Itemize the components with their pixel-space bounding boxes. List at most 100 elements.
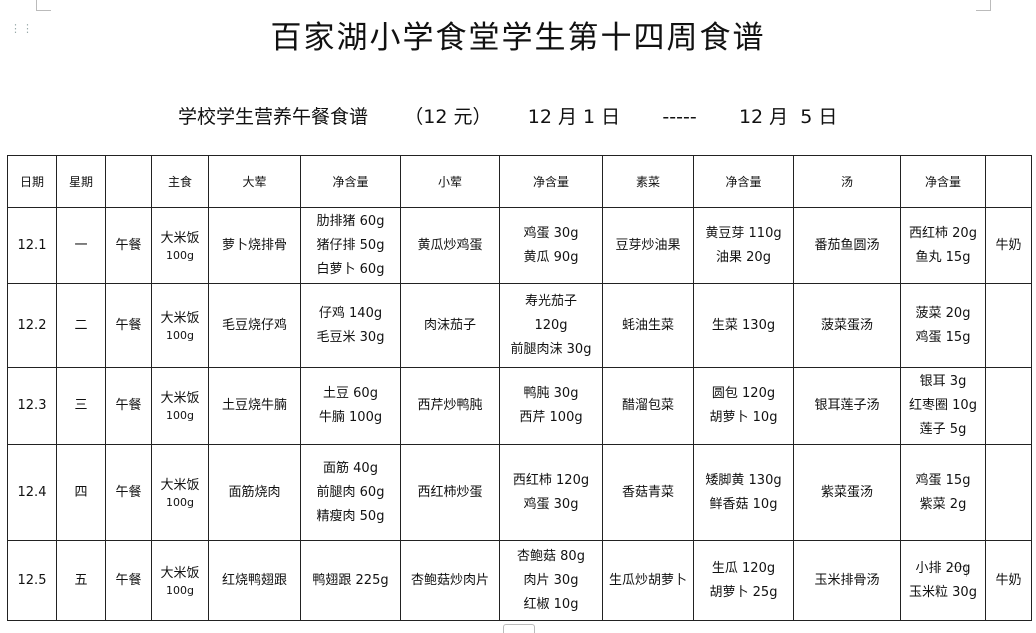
table-row: 12.5 五午餐 大米饭 100g 红烧鸭翅跟 鸭翅跟 225g 杏鲍菇炒肉片 杏鲍菇 80g… xyxy=(7,540,1032,621)
qty-line: 120g xyxy=(534,317,568,333)
qty-line: 菠菜 20g xyxy=(915,305,971,321)
qty-line: 圆包 120g xyxy=(711,386,776,401)
staple-name: 大米饭 xyxy=(160,477,200,493)
staple-cell: 大米饭 100g xyxy=(151,283,209,368)
header-cell: 净含量 xyxy=(693,155,794,208)
qty-line: 胡萝卜 10g xyxy=(709,410,778,425)
qty-line: 牛腩 100g xyxy=(318,410,383,425)
main-qty-cell: 肋排猪 60g 猪仔排 50g 白萝卜 60g xyxy=(300,207,401,284)
crop-mark-top-right xyxy=(976,0,991,11)
veg-qty-cell: 黄豆芽 110g 油果 20g xyxy=(693,207,794,284)
soup-qty-cell: 西红柿 20g 鱼丸 15g xyxy=(900,207,986,284)
qty-line: 肉片 30g xyxy=(523,572,579,588)
header-cell: 素菜 xyxy=(602,155,694,208)
subtitle-name: 学校学生营养午餐食谱 xyxy=(178,106,369,128)
qty-line: 玉米粒 30g xyxy=(909,584,977,600)
qty-line: 红椒 10g xyxy=(523,596,579,612)
weekday-cell: 一 xyxy=(56,207,106,284)
extra-cell xyxy=(985,367,1032,445)
table-row: 12.3 三午餐 大米饭 100g 土豆烧牛腩 土豆 60g 牛腩 100g 西芹炒鸭肫 鸭肫 … xyxy=(7,367,1032,445)
table-row: 12.1 一午餐 大米饭 100g 萝卜烧排骨 肋排猪 60g 猪仔排 50g 白萝卜 60g… xyxy=(7,207,1032,284)
table-move-handle-icon[interactable]: ⋮⋮ xyxy=(10,22,34,35)
extra-cell: 牛奶 xyxy=(985,540,1032,621)
meal-cell: 午餐 xyxy=(105,283,152,368)
qty-line: 生瓜 120g xyxy=(711,560,776,576)
menu-table: 日期 星期 主食 大荤 净含量 小荤 净含量 素菜 净含量汤净含量 12.1 一午餐 大米饭 100g… xyxy=(7,155,1032,621)
qty-line: 小排 20g xyxy=(915,560,971,576)
main-qty-cell: 面筋 40g 前腿肉 60g 精瘦肉 50g xyxy=(300,444,401,541)
side-qty-cell: 鸭肫 30g 西芹 100g xyxy=(499,367,603,445)
side-dish-cell: 杏鲍菇炒肉片 xyxy=(400,540,500,621)
qty-line: 土豆 60g xyxy=(323,386,378,401)
soup-qty-cell: 鸡蛋 15g 紫菜 2g xyxy=(900,444,986,541)
qty-line: 寿光茄子 xyxy=(524,293,577,309)
veg-dish-cell: 醋溜包菜 xyxy=(602,367,694,445)
qty-line: 紫菜 2g xyxy=(919,496,967,512)
side-qty-cell: 西红柿 120g 鸡蛋 30g xyxy=(499,444,603,541)
qty-line: 毛豆米 30g xyxy=(316,329,385,345)
veg-dish-cell: 蚝油生菜 xyxy=(602,283,694,368)
staple-name: 大米饭 xyxy=(160,565,200,581)
header-cell: 大荤 xyxy=(208,155,301,208)
qty-line: 鱼丸 15g xyxy=(915,249,971,265)
main-qty-cell: 土豆 60g 牛腩 100g xyxy=(300,367,401,445)
qty-line: 西红柿 20g xyxy=(909,225,977,241)
weekday-cell: 二 xyxy=(56,283,106,368)
side-qty-cell: 杏鲍菇 80g 肉片 30g 红椒 10g xyxy=(499,540,603,621)
subtitle-start-date: 12 月 1 日 xyxy=(527,106,621,128)
header-cell: 净含量 xyxy=(300,155,401,208)
meal-cell: 午餐 xyxy=(105,367,152,445)
table-row: 12.4 四午餐 大米饭 100g 面筋烧肉 面筋 40g 前腿肉 60g 精瘦肉 50g 西红… xyxy=(7,444,1032,541)
meal-cell: 午餐 xyxy=(105,207,152,284)
date-cell: 12.3 xyxy=(7,367,57,445)
qty-line: 鸡蛋 30g xyxy=(523,225,579,241)
date-cell: 12.5 xyxy=(7,540,57,621)
meal-cell: 午餐 xyxy=(105,540,152,621)
qty-line: 杏鲍菇 80g xyxy=(517,548,585,564)
header-cell: 净含量 xyxy=(900,155,986,208)
extra-cell xyxy=(985,283,1032,368)
soup-cell: 番茄鱼圆汤 xyxy=(793,207,901,284)
extra-cell: 牛奶 xyxy=(985,207,1032,284)
qty-line: 猪仔排 50g xyxy=(316,237,385,253)
extra-cell xyxy=(985,444,1032,541)
staple-weight: 100g xyxy=(166,583,194,597)
staple-cell: 大米饭 100g xyxy=(151,444,209,541)
header-cell: 星期 xyxy=(56,155,106,208)
header-cell: 汤 xyxy=(793,155,901,208)
qty-line: 银耳 3g xyxy=(919,374,967,389)
qty-line: 肋排猪 60g xyxy=(316,213,385,229)
qty-line: 鸡蛋 30g xyxy=(523,496,579,512)
soup-qty-cell: 小排 20g 玉米粒 30g xyxy=(900,540,986,621)
qty-line: 前腿肉 60g xyxy=(316,484,385,500)
qty-line: 矮脚黄 130g xyxy=(705,472,782,488)
date-cell: 12.2 xyxy=(7,283,57,368)
header-cell: 主食 xyxy=(151,155,209,208)
staple-name: 大米饭 xyxy=(160,391,200,406)
side-qty-cell: 寿光茄子 120g 前腿肉沫 30g xyxy=(499,283,603,368)
qty-line: 鸭肫 30g xyxy=(523,386,579,401)
veg-qty-cell: 矮脚黄 130g 鲜香菇 10g xyxy=(693,444,794,541)
staple-weight: 100g xyxy=(166,409,194,422)
header-cell: 净含量 xyxy=(499,155,603,208)
page-break-marker xyxy=(503,624,535,633)
main-dish-cell: 萝卜烧排骨 xyxy=(208,207,301,284)
qty-line: 油果 20g xyxy=(716,249,771,265)
header-cell: 小荤 xyxy=(400,155,500,208)
staple-name: 大米饭 xyxy=(160,310,200,326)
veg-dish-cell: 香菇青菜 xyxy=(602,444,694,541)
veg-dish-cell: 生瓜炒胡萝卜 xyxy=(602,540,694,621)
qty-line: 西红柿 120g xyxy=(512,472,590,488)
qty-line: 莲子 5g xyxy=(919,422,967,437)
main-dish-cell: 红烧鸭翅跟 xyxy=(208,540,301,621)
weekday-cell: 四 xyxy=(56,444,106,541)
soup-qty-cell: 菠菜 20g 鸡蛋 15g xyxy=(900,283,986,368)
main-dish-cell: 面筋烧肉 xyxy=(208,444,301,541)
qty-line: 精瘦肉 50g xyxy=(316,508,385,524)
staple-weight: 100g xyxy=(166,328,194,342)
side-dish-cell: 西芹炒鸭肫 xyxy=(400,367,500,445)
subtitle-dash: ----- xyxy=(662,106,697,128)
header-cell xyxy=(985,155,1032,208)
qty-line: 前腿肉沫 30g xyxy=(510,341,592,357)
staple-cell: 大米饭 100g xyxy=(151,367,209,445)
